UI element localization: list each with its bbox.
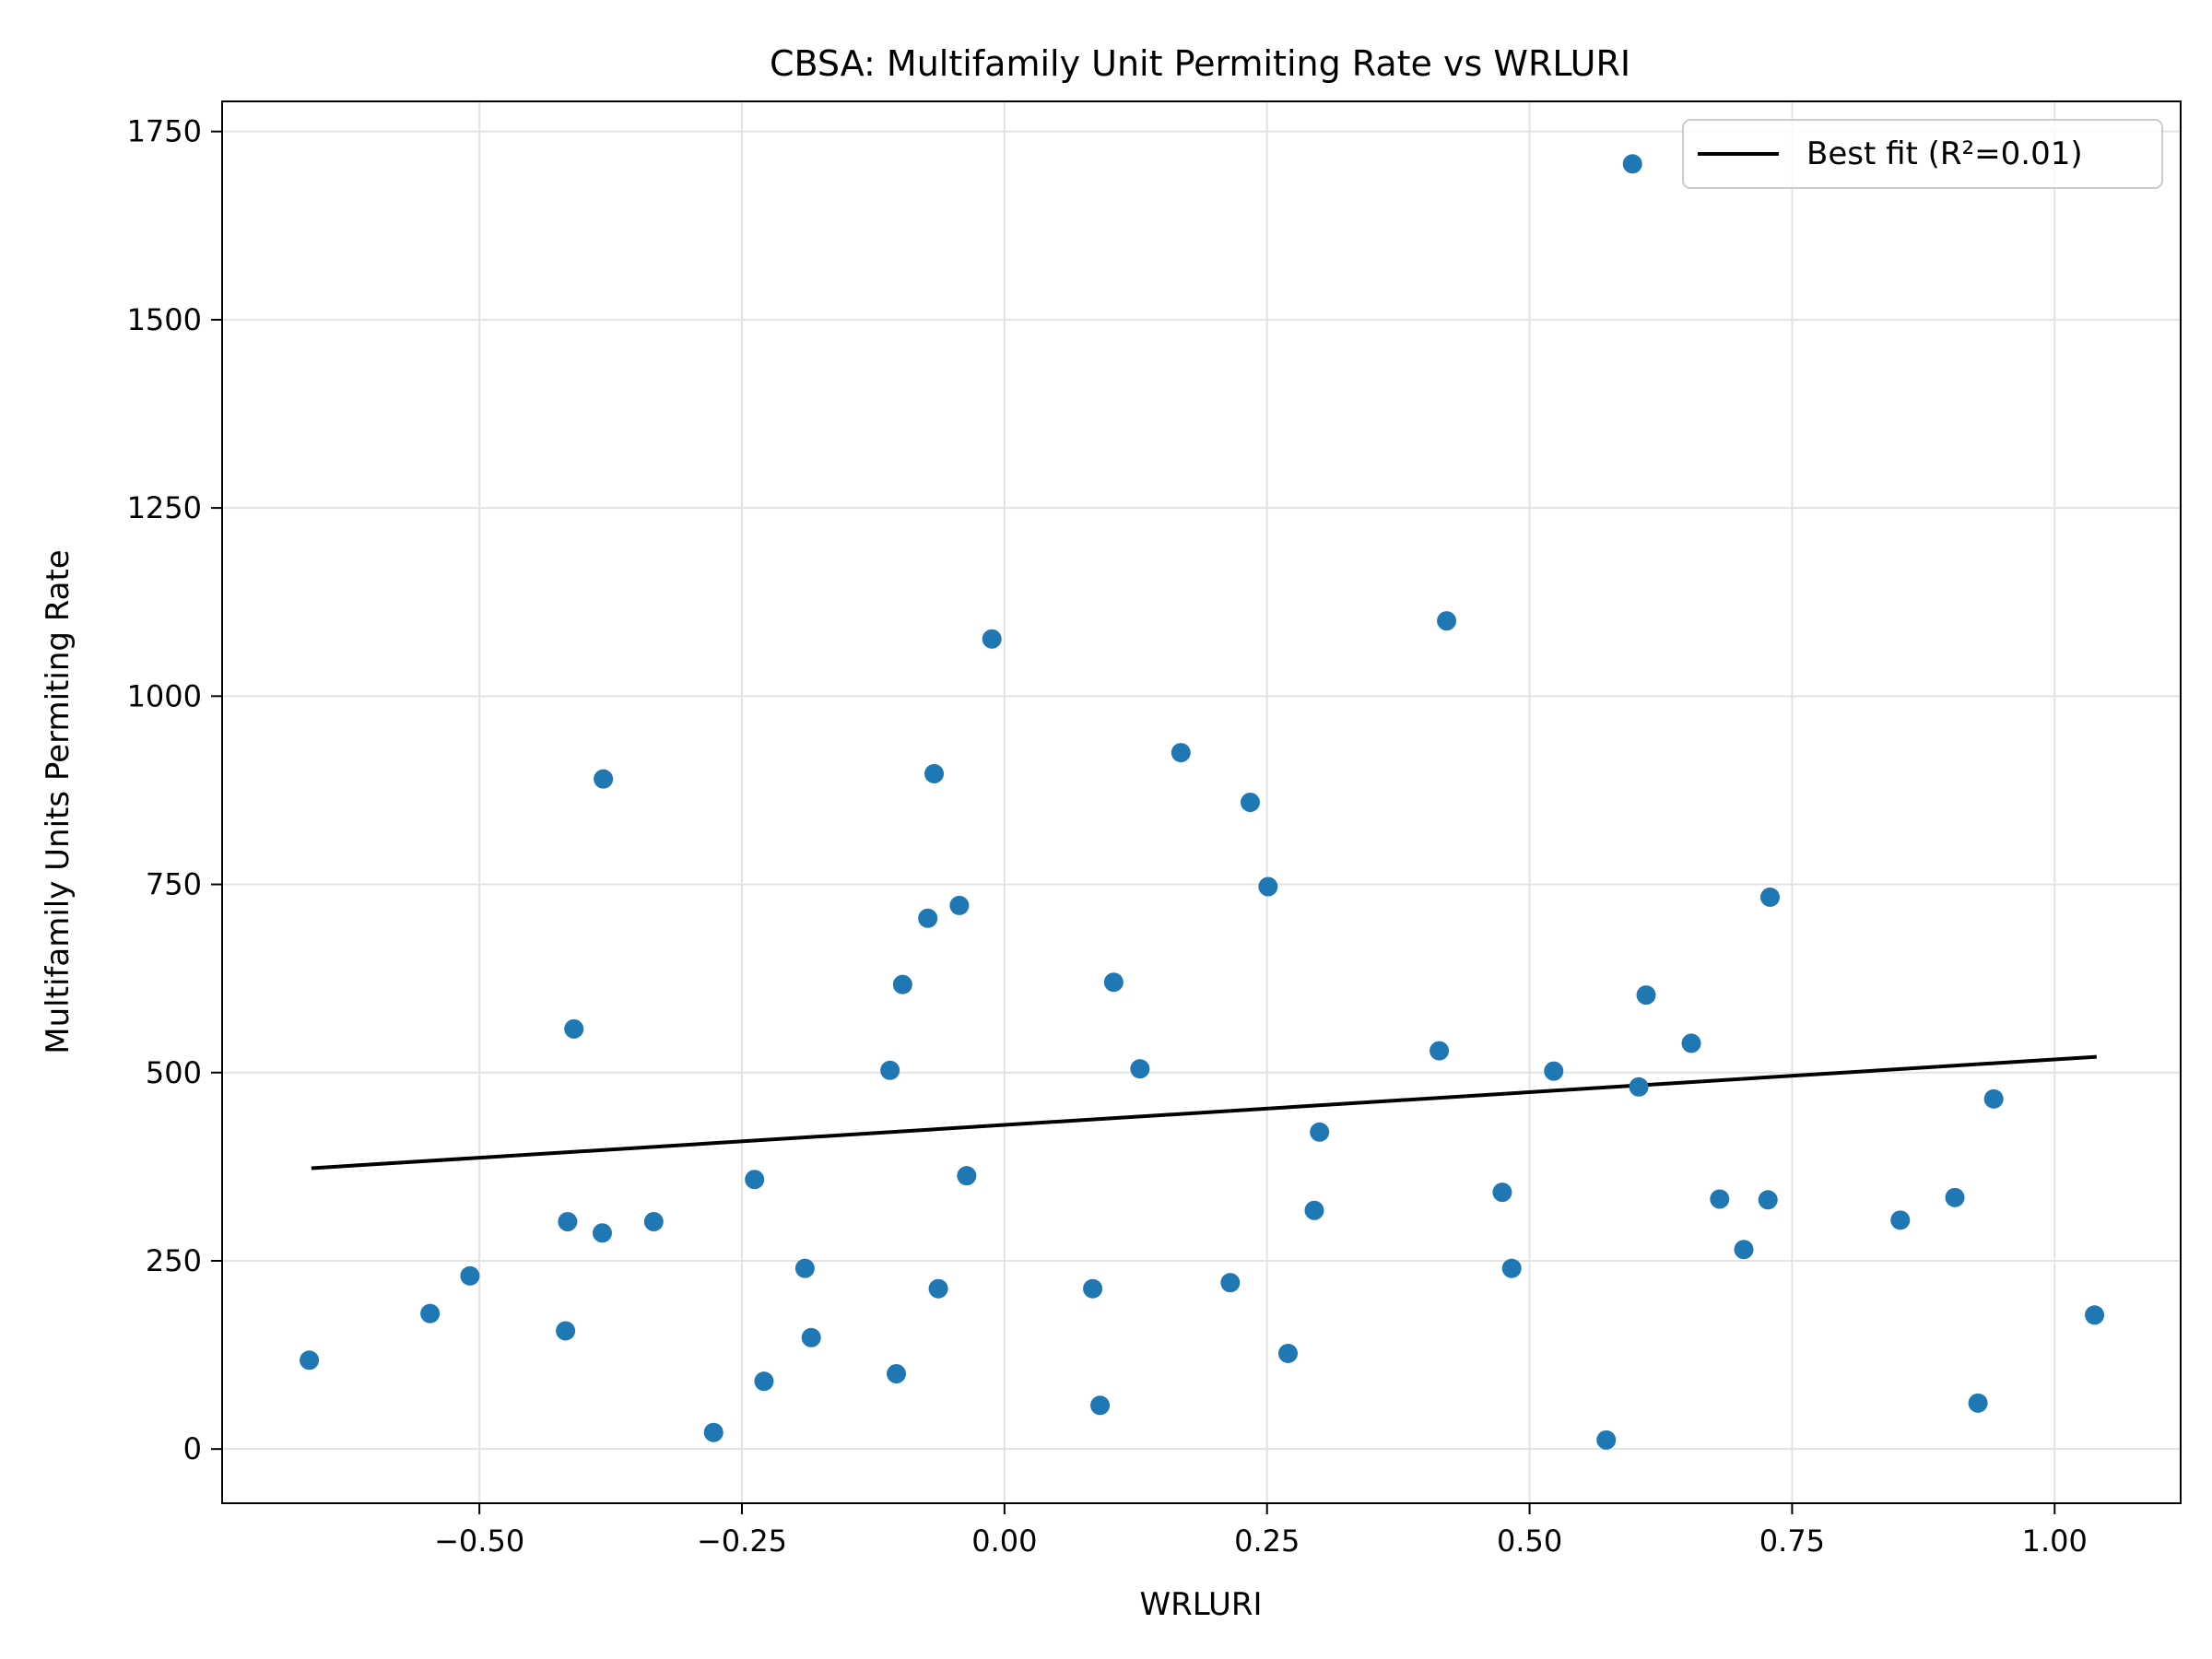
y-axis-label: Multifamily Units Permiting Rate	[40, 549, 76, 1053]
data-point	[754, 1371, 774, 1392]
data-point	[1681, 1033, 1701, 1053]
best-fit-line	[311, 1054, 2097, 1171]
data-point	[1304, 1200, 1324, 1220]
y-tick-label: 1250	[127, 490, 202, 525]
data-point	[1983, 1088, 2004, 1109]
data-point	[880, 1060, 900, 1080]
x-tick-label: −0.25	[697, 1524, 787, 1559]
data-point	[801, 1327, 821, 1347]
data-point	[1090, 1395, 1111, 1416]
data-point	[1501, 1258, 1522, 1278]
y-tick-label: 1750	[127, 114, 202, 149]
chart-title: CBSA: Multifamily Unit Permiting Rate vs…	[770, 43, 1630, 84]
data-point	[918, 908, 938, 928]
data-point	[887, 1363, 907, 1383]
y-tick-label: 1000	[127, 678, 202, 713]
data-point	[300, 1350, 320, 1371]
data-point	[1083, 1278, 1103, 1299]
data-point	[420, 1303, 441, 1324]
y-tick-label: 250	[146, 1243, 202, 1278]
data-point	[1240, 793, 1260, 812]
data-point	[1968, 1393, 1988, 1413]
data-point	[1544, 1061, 1564, 1081]
data-point	[703, 1422, 724, 1442]
plot-frame	[221, 100, 2182, 1504]
data-point	[1596, 1430, 1617, 1450]
y-tick-label: 750	[146, 867, 202, 902]
data-point	[1437, 611, 1457, 631]
data-point	[1220, 1273, 1241, 1293]
data-point	[1710, 1189, 1730, 1209]
data-point	[564, 1018, 584, 1039]
x-tick-label: 1.00	[2022, 1524, 2088, 1559]
y-tick-label: 500	[146, 1055, 202, 1090]
data-point	[643, 1211, 664, 1231]
data-point	[1171, 743, 1191, 763]
data-point	[1622, 154, 1642, 174]
x-axis-label: WRLURI	[1139, 1586, 1262, 1623]
data-point	[949, 895, 970, 915]
fit-line-layer	[311, 1054, 2097, 1171]
x-tick-label: 0.00	[971, 1524, 1037, 1559]
data-point	[1103, 972, 1124, 993]
data-point	[957, 1166, 977, 1186]
data-point	[1945, 1187, 1965, 1207]
data-point	[1636, 985, 1656, 1006]
data-point	[924, 763, 945, 783]
data-point	[460, 1265, 480, 1286]
legend: Best fit (R²=0.01)	[1682, 119, 2163, 189]
data-point	[928, 1278, 948, 1299]
x-axis-ticks: −0.50 −0.25 0.00 0.25 0.50 0.75 1.00	[434, 1503, 2088, 1559]
data-point	[892, 974, 912, 994]
x-tick-label: 0.25	[1234, 1524, 1300, 1559]
x-tick-label: 0.75	[1759, 1524, 1825, 1559]
data-point	[794, 1258, 815, 1278]
x-tick-label: −0.50	[434, 1524, 524, 1559]
data-point	[1759, 887, 1780, 907]
legend-label: Best fit (R²=0.01)	[1806, 135, 2083, 172]
y-axis-ticks: 0 250 500 750 1000 1250 1500 1750	[127, 114, 222, 1466]
legend-box	[1682, 119, 2163, 189]
data-point	[1492, 1182, 1512, 1203]
data-point	[592, 1223, 612, 1243]
data-point	[558, 1211, 578, 1231]
data-point	[2085, 1305, 2105, 1325]
data-point	[1310, 1122, 1330, 1142]
data-point	[556, 1321, 576, 1341]
data-point	[745, 1170, 765, 1190]
data-point	[1758, 1190, 1778, 1210]
y-tick-label: 0	[183, 1431, 202, 1466]
data-point	[594, 769, 614, 789]
x-tick-label: 0.50	[1497, 1524, 1562, 1559]
data-point	[982, 629, 1002, 649]
data-point	[1734, 1240, 1754, 1260]
data-points	[300, 154, 2105, 1450]
data-point	[1890, 1210, 1911, 1230]
data-point	[1430, 1041, 1450, 1061]
data-point	[1258, 877, 1278, 897]
data-point	[1629, 1077, 1649, 1097]
y-tick-label: 1500	[127, 302, 202, 337]
data-point	[1278, 1343, 1299, 1363]
data-point	[1130, 1059, 1150, 1079]
